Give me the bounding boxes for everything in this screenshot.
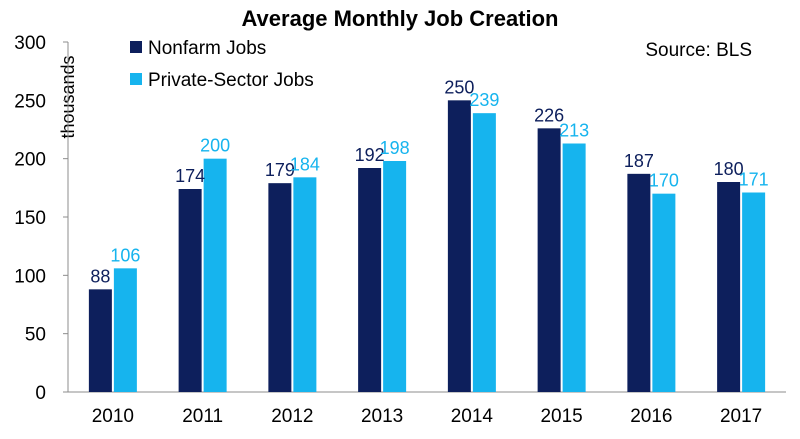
bar-private-sector [293, 177, 317, 392]
data-label-nonfarm: 226 [534, 105, 564, 125]
bar-nonfarm [178, 189, 202, 392]
data-label-private-sector: 239 [469, 90, 499, 110]
bar-nonfarm [268, 183, 292, 392]
legend-label: Nonfarm Jobs [148, 38, 266, 59]
data-label-private-sector: 170 [649, 171, 679, 191]
y-tick-label: 250 [14, 91, 46, 112]
x-tick-label: 2013 [361, 406, 403, 427]
y-tick-label: 300 [14, 33, 46, 54]
data-label-nonfarm: 250 [444, 77, 474, 97]
data-label-nonfarm: 179 [265, 160, 295, 180]
bar-private-sector [652, 193, 676, 392]
source-note: Source: BLS [645, 40, 752, 61]
x-tick-label: 2017 [720, 406, 762, 427]
bar-private-sector [562, 143, 586, 392]
data-label-nonfarm: 187 [624, 151, 654, 171]
x-tick-label: 2010 [92, 406, 134, 427]
data-label-nonfarm: 180 [714, 159, 744, 179]
bar-private-sector [472, 113, 496, 393]
x-axis: 2010 2011 2012 2013 2014 2015 2016 2017 [68, 391, 786, 427]
bar-private-sector [383, 161, 407, 392]
data-label-nonfarm: 88 [90, 266, 110, 286]
legend: Nonfarm Jobs Private-Sector Jobs [130, 38, 314, 91]
bar-nonfarm [537, 128, 561, 393]
legend-swatch [130, 73, 142, 85]
bar-nonfarm [358, 168, 382, 392]
data-label-nonfarm: 192 [355, 145, 385, 165]
data-label-private-sector: 171 [739, 170, 769, 190]
bar-private-sector [203, 158, 227, 392]
y-tick-label: 150 [14, 208, 46, 229]
bars [88, 100, 766, 393]
data-label-nonfarm: 174 [175, 166, 205, 186]
y-tick-label: 200 [14, 150, 46, 171]
y-tick-label: 0 [35, 383, 46, 404]
data-label-private-sector: 184 [290, 154, 320, 174]
bar-nonfarm [717, 182, 741, 392]
y-tick-label: 50 [25, 325, 46, 346]
bar-nonfarm [447, 100, 471, 392]
y-tick-label: 100 [14, 266, 46, 287]
x-tick-label: 2011 [182, 406, 223, 427]
bar-private-sector [113, 268, 137, 392]
legend-label: Private-Sector Jobs [148, 70, 314, 91]
data-label-private-sector: 198 [380, 138, 410, 158]
x-tick-label: 2015 [540, 406, 582, 427]
bar-private-sector [742, 192, 766, 392]
data-label-private-sector: 200 [200, 136, 230, 156]
x-tick-label: 2016 [630, 406, 672, 427]
data-label-private-sector: 213 [559, 121, 589, 141]
bar-nonfarm [627, 173, 651, 392]
bar-nonfarm [88, 289, 112, 392]
x-tick-label: 2012 [271, 406, 313, 427]
legend-swatch [130, 41, 142, 53]
data-label-private-sector: 106 [110, 245, 140, 265]
y-axis: 0 50 100 150 200 250 300 [14, 33, 69, 404]
x-tick-label: 2014 [451, 406, 494, 427]
chart-title: Average Monthly Job Creation [241, 6, 558, 31]
